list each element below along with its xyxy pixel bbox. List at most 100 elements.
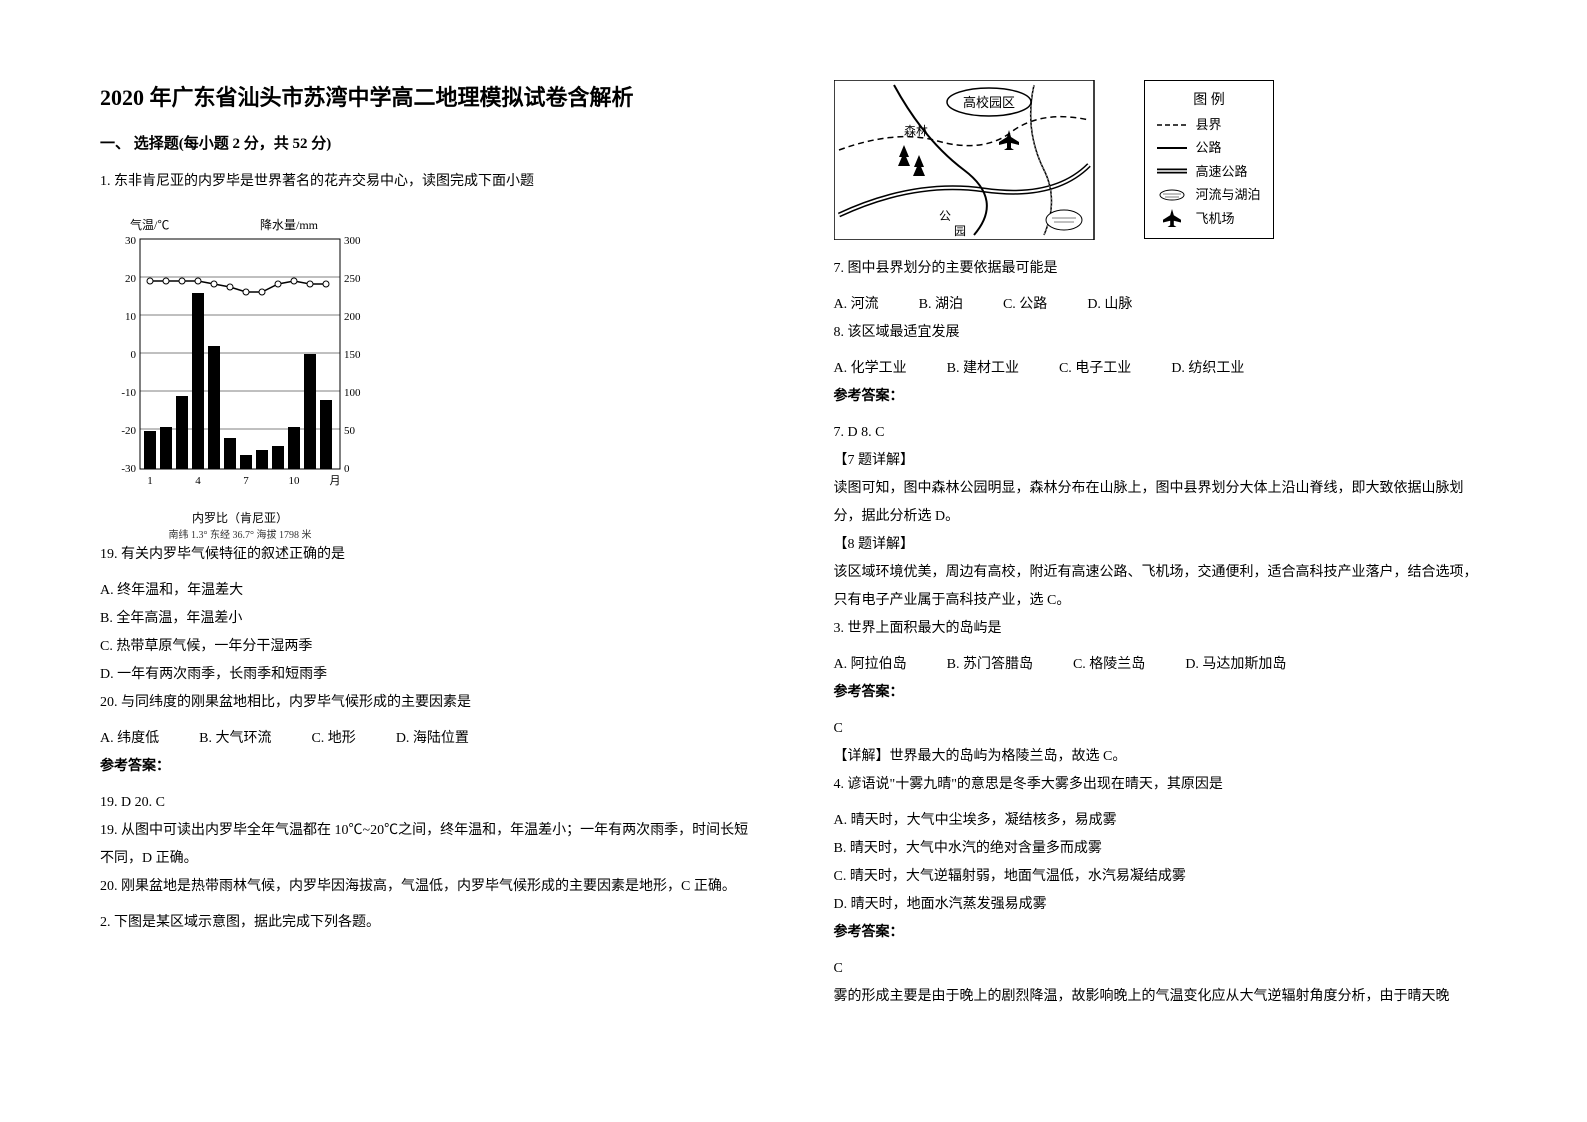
legend-river: 河流与湖泊	[1157, 183, 1260, 206]
legend-road: 公路	[1157, 136, 1260, 159]
q19-b: B. 全年高温，年温差小	[100, 605, 754, 633]
q7-a: A. 河流	[834, 291, 879, 319]
legend-highway: 高速公路	[1157, 160, 1260, 183]
highway-symbol	[1157, 167, 1187, 175]
campus-label: 高校园区	[962, 95, 1014, 110]
q19-stem: 19. 有关内罗毕气候特征的叙述正确的是	[100, 541, 754, 569]
svg-text:300: 300	[344, 235, 361, 247]
q1-stem: 1. 东非肯尼亚的内罗毕是世界著名的花卉交易中心，读图完成下面小题	[100, 168, 754, 196]
park-label-2: 园	[954, 224, 966, 238]
legend-county: 县界	[1157, 113, 1260, 136]
y1-ticks: 30 20 10 0 -10 -20 -30	[121, 235, 136, 475]
q8-stem: 8. 该区域最适宜发展	[834, 319, 1488, 347]
svg-text:50: 50	[344, 425, 356, 437]
q8-a: A. 化学工业	[834, 355, 907, 383]
q4-b: B. 晴天时，大气中水汽的绝对含量多而成雾	[834, 835, 1488, 863]
document-title: 2020 年广东省汕头市苏湾中学高二地理模拟试卷含解析	[100, 80, 754, 112]
q7-b: B. 湖泊	[919, 291, 963, 319]
lake	[1046, 210, 1082, 230]
q19-a: A. 终年温和，年温差大	[100, 577, 754, 605]
q20-options: A. 纬度低 B. 大气环流 C. 地形 D. 海陆位置	[100, 725, 754, 753]
climate-chart-svg: 气温/℃ 降水量/mm 30 20 10 0 -10 -20 -30 300 2…	[100, 214, 380, 494]
q20-stem: 20. 与同纬度的刚果盆地相比，内罗毕气候形成的主要因素是	[100, 689, 754, 717]
svg-text:10: 10	[289, 475, 301, 487]
q3-stem: 3. 世界上面积最大的岛屿是	[834, 615, 1488, 643]
forest-label: 森林	[904, 123, 928, 138]
climate-chart: 气温/℃ 降水量/mm 30 20 10 0 -10 -20 -30 300 2…	[100, 214, 380, 494]
q19-c: C. 热带草原气候，一年分干湿两季	[100, 633, 754, 661]
q3-answer-header: 参考答案：	[834, 679, 1488, 707]
y2-ticks: 300 250 200 150 100 50 0	[344, 235, 361, 475]
svg-text:0: 0	[344, 463, 350, 475]
q2-answers: 7. D 8. C	[834, 419, 1488, 447]
q3-a: A. 阿拉伯岛	[834, 651, 907, 679]
legend-highway-label: 高速公路	[1195, 160, 1247, 183]
q20-c: C. 地形	[311, 725, 355, 753]
q1-answers: 19. D 20. C	[100, 789, 754, 817]
q20-b: B. 大气环流	[199, 725, 271, 753]
q8-c: C. 电子工业	[1059, 355, 1131, 383]
svg-text:250: 250	[344, 273, 361, 285]
legend-title: 图 例	[1157, 89, 1260, 109]
q3-answer: C	[834, 715, 1488, 743]
temp-line	[150, 281, 326, 292]
svg-text:200: 200	[344, 311, 361, 323]
region-map: 高校园区 森林 公 园 图 例 县界 公路	[834, 80, 1274, 240]
q20-a: A. 纬度低	[100, 725, 159, 753]
precip-bars	[144, 293, 332, 469]
q7-d: D. 山脉	[1087, 291, 1132, 319]
legend-airport-label: 飞机场	[1195, 207, 1234, 230]
section-header: 一、 选择题(每小题 2 分，共 52 分)	[100, 132, 754, 153]
q3-b: B. 苏门答腊岛	[947, 651, 1033, 679]
q7-options: A. 河流 B. 湖泊 C. 公路 D. 山脉	[834, 291, 1488, 319]
svg-text:0: 0	[131, 349, 137, 361]
chart-caption: 内罗比（肯尼亚）	[100, 509, 380, 526]
q2-stem: 2. 下图是某区域示意图，据此完成下列各题。	[100, 909, 754, 937]
q7-explain: 读图可知，图中森林公园明显，森林分布在山脉上，图中县界划分大体上沿山脊线，即大致…	[834, 475, 1488, 531]
map-legend: 图 例 县界 公路 高速公路 河流与湖泊 飞机场	[1144, 80, 1273, 239]
svg-text:10: 10	[125, 311, 137, 323]
q4-stem: 4. 谚语说"十雾九晴"的意思是冬季大雾多出现在晴天，其原因是	[834, 771, 1488, 799]
q8-d: D. 纺织工业	[1171, 355, 1244, 383]
q4-a: A. 晴天时，大气中尘埃多，凝结核多，易成雾	[834, 807, 1488, 835]
q8-options: A. 化学工业 B. 建材工业 C. 电子工业 D. 纺织工业	[834, 355, 1488, 383]
svg-text:-30: -30	[121, 463, 136, 475]
svg-text:7: 7	[243, 475, 249, 487]
q2-answer-header: 参考答案：	[834, 383, 1488, 411]
x-ticks: 1 4 7 10 月	[147, 475, 340, 487]
road-symbol	[1157, 144, 1187, 152]
q8-explain-header: 【8 题详解】	[834, 531, 1488, 559]
q4-answer-header: 参考答案：	[834, 919, 1488, 947]
y1-axis-label: 气温/℃	[130, 217, 169, 232]
svg-text:1: 1	[147, 475, 153, 487]
legend-airport: 飞机场	[1157, 207, 1260, 230]
svg-text:4: 4	[195, 475, 201, 487]
svg-text:100: 100	[344, 387, 361, 399]
q8-b: B. 建材工业	[947, 355, 1019, 383]
q4-answer: C	[834, 955, 1488, 983]
q20-d: D. 海陆位置	[396, 725, 469, 753]
svg-text:20: 20	[125, 273, 137, 285]
svg-text:-10: -10	[121, 387, 136, 399]
q3-options: A. 阿拉伯岛 B. 苏门答腊岛 C. 格陵兰岛 D. 马达加斯加岛	[834, 651, 1488, 679]
q4-c: C. 晴天时，大气逆辐射弱，地面气温低，水汽易凝结成雾	[834, 863, 1488, 891]
svg-text:月: 月	[330, 475, 341, 487]
q7-stem: 7. 图中县界划分的主要依据最可能是	[834, 255, 1488, 283]
legend-county-label: 县界	[1195, 113, 1221, 136]
legend-road-label: 公路	[1195, 136, 1221, 159]
q4-explain: 雾的形成主要是由于晚上的剧烈降温，故影响晚上的气温变化应从大气逆辐射角度分析，由…	[834, 983, 1488, 1011]
county-symbol	[1157, 121, 1187, 129]
q3-explain: 【详解】世界最大的岛屿为格陵兰岛，故选 C。	[834, 743, 1488, 771]
chart-subcaption: 南纬 1.3° 东经 36.7° 海拔 1798 米	[100, 526, 380, 541]
q3-c: C. 格陵兰岛	[1073, 651, 1145, 679]
svg-text:30: 30	[125, 235, 137, 247]
right-column: 高校园区 森林 公 园 图 例 县界 公路	[834, 80, 1488, 1042]
river-symbol	[1157, 189, 1187, 201]
q8-explain: 该区域环境优美，周边有高校，附近有高速公路、飞机场，交通便利，适合高科技产业落户…	[834, 559, 1488, 615]
y2-axis-label: 降水量/mm	[260, 218, 319, 232]
legend-river-label: 河流与湖泊	[1195, 183, 1260, 206]
airport-symbol	[1157, 208, 1187, 228]
q19-d: D. 一年有两次雨季，长雨季和短雨季	[100, 661, 754, 689]
q20-explain: 20. 刚果盆地是热带雨林气候，内罗毕因海拔高，气温低，内罗毕气候形成的主要因素…	[100, 873, 754, 901]
q4-d: D. 晴天时，地面水汽蒸发强易成雾	[834, 891, 1488, 919]
